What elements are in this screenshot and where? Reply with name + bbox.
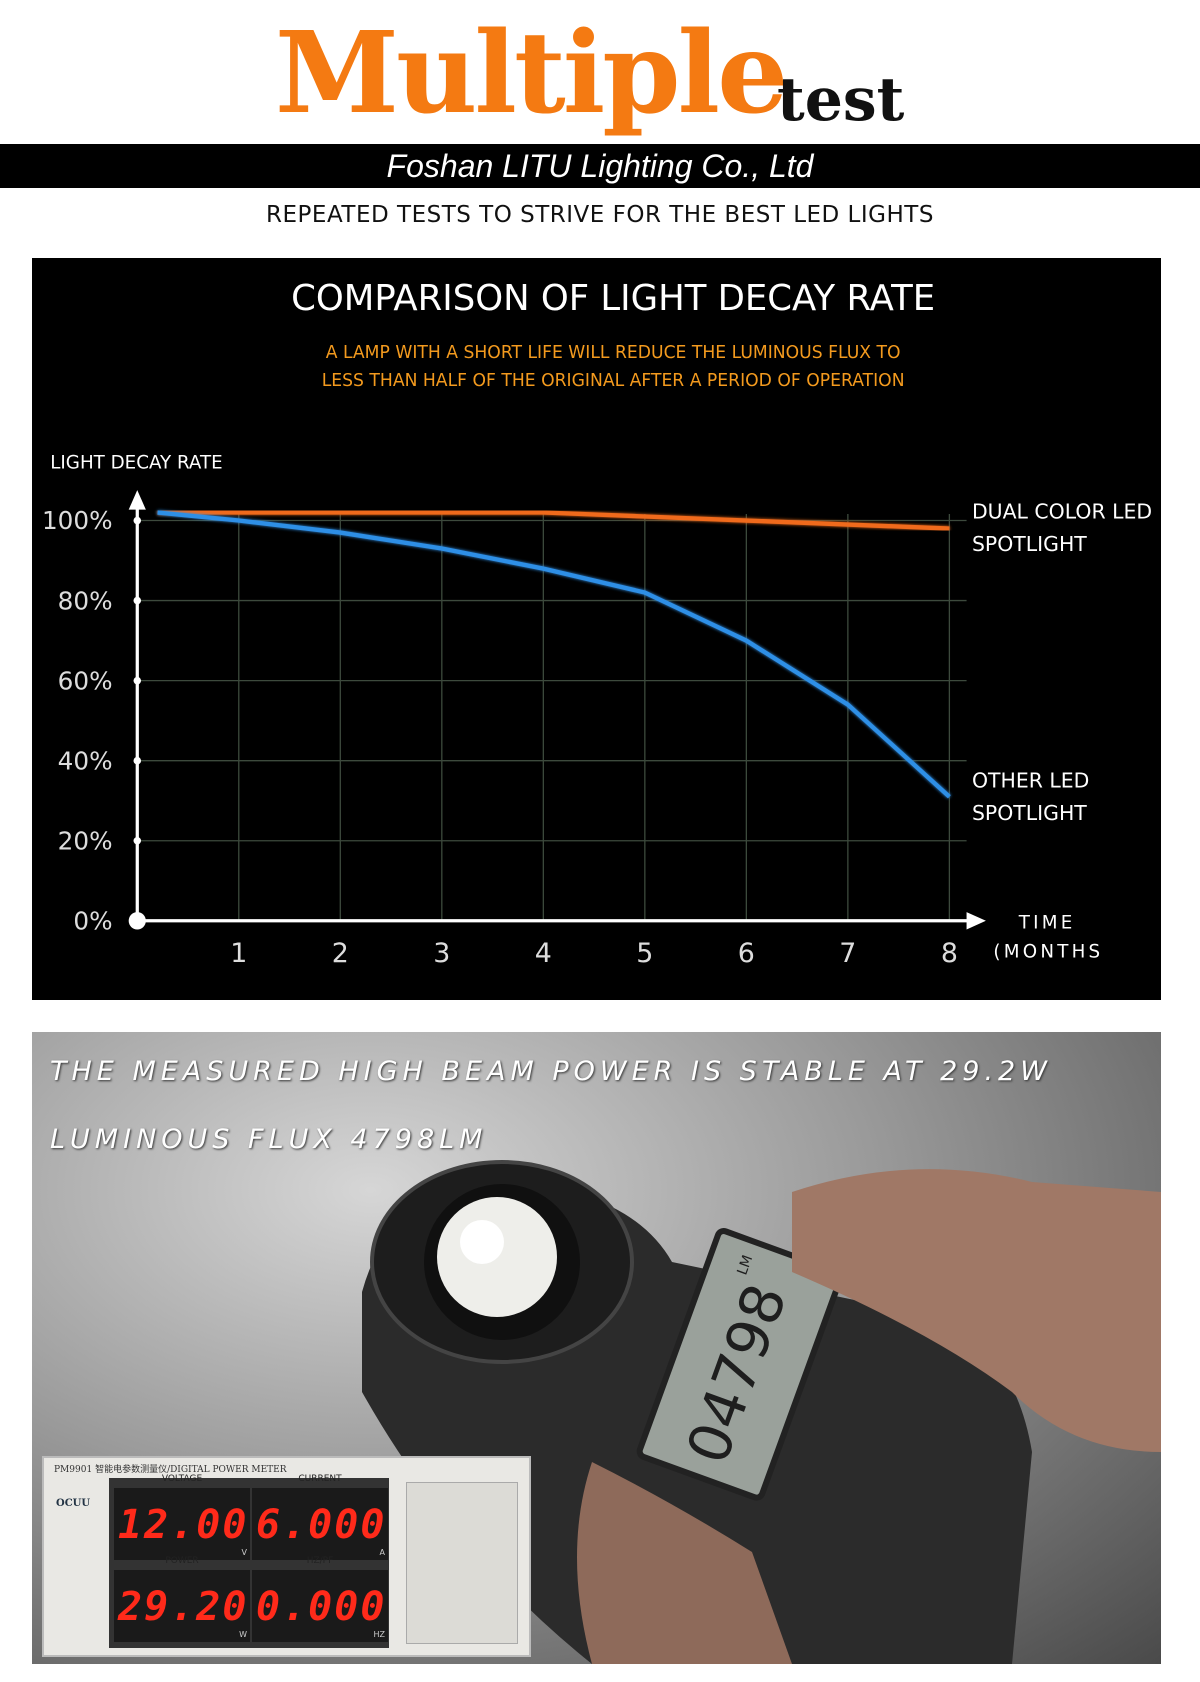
x-axis-arrow: [966, 912, 986, 930]
readout: HZ/PF 0.000 HZ: [252, 1556, 388, 1642]
readout-value: 29.20: [118, 1584, 249, 1630]
chart-panel: COMPARISON OF LIGHT DECAY RATE A LAMP WI…: [32, 258, 1161, 1000]
legend-entry: OTHER LED SPOTLIGHT: [971, 768, 1090, 825]
readout: VOLTAGE 12.00 V: [114, 1474, 250, 1560]
readout-value: 12.00: [118, 1502, 249, 1548]
readout-label: HZ/PF: [306, 1556, 334, 1566]
legend-box: OTHER LED SPOTLIGHT: [971, 768, 1090, 825]
y-tick-label: 40%: [58, 746, 113, 775]
y-tick-label: 20%: [58, 826, 113, 855]
y-tick-label: 100%: [42, 506, 113, 535]
tagline: REPEATED TESTS TO STRIVE FOR THE BEST LE…: [266, 202, 934, 228]
x-axis-label: TIME (MONTHS): [993, 912, 1100, 964]
chart-title: COMPARISON OF LIGHT DECAY RATE: [291, 278, 935, 319]
title: Multiple: [275, 8, 788, 139]
company: Foshan LITU Lighting Co., Ltd: [386, 148, 814, 184]
meter-brand: OCUU: [56, 1498, 91, 1509]
chart: COMPARISON OF LIGHT DECAY RATE A LAMP WI…: [42, 278, 1153, 969]
meter-model: PM9901: [54, 1465, 93, 1475]
caption: LUMINOUS FLUX 4798LM: [50, 1124, 488, 1155]
photo-panel: THE MEASURED HIGH BEAM POWER IS STABLE A…: [32, 1032, 1161, 1664]
chart-subtitle: LESS THAN HALF OF THE ORIGINAL AFTER A P…: [322, 371, 905, 391]
x-tick-label: 6: [738, 938, 755, 969]
legend-entry: DUAL COLOR LED SPOTLIGHT: [971, 500, 1153, 557]
series-line: [157, 510, 951, 799]
x-tick-label: 1: [230, 938, 247, 969]
caption: THE MEASURED HIGH BEAM POWER IS STABLE A…: [50, 1056, 1052, 1087]
readout-unit: HZ: [373, 1630, 386, 1639]
x-tick-label: 3: [433, 938, 450, 969]
readout-label: CURRENT: [298, 1474, 342, 1484]
readout-unit: V: [241, 1548, 247, 1557]
readout-value: 0.000: [256, 1584, 387, 1630]
company-bar: [0, 144, 1200, 188]
x-tick-label: 7: [839, 938, 856, 969]
y-tick-label: 0%: [73, 906, 112, 935]
light-meter-unit: LM: [734, 1253, 756, 1277]
button-panel: [406, 1482, 518, 1644]
x-tick-label: 4: [535, 938, 552, 969]
y-axis-label: LIGHT DECAY RATE: [50, 452, 222, 473]
meter-name: 智能电参数测量仪/DIGITAL POWER METER: [95, 1465, 287, 1475]
y-axis-arrow: [128, 490, 146, 510]
y-tick-label: 80%: [58, 586, 113, 615]
readout-label: VOLTAGE: [161, 1474, 203, 1484]
readout-unit: W: [239, 1630, 247, 1639]
series-line: [157, 510, 950, 531]
readout-label: POWER: [165, 1556, 199, 1566]
power-meter: PM9901 智能电参数测量仪/DIGITAL POWER METER OCUU…: [42, 1456, 531, 1657]
readout-unit: A: [379, 1548, 385, 1557]
readout: POWER 29.20 W: [114, 1556, 250, 1642]
readout: CURRENT 6.000 A: [252, 1474, 388, 1560]
x-tick-label: 2: [332, 938, 349, 969]
legend-box: DUAL COLOR LED SPOTLIGHT: [971, 500, 1153, 557]
chart-subtitle: A LAMP WITH A SHORT LIFE WILL REDUCE THE…: [326, 343, 901, 363]
x-tick-label: 8: [941, 938, 958, 969]
x-axis-label-box: TIME (MONTHS): [993, 912, 1100, 964]
x-tick-label: 5: [636, 938, 653, 969]
readout-value: 6.000: [256, 1502, 387, 1548]
y-tick-label: 60%: [58, 666, 113, 695]
title-suffix: test: [777, 65, 905, 135]
